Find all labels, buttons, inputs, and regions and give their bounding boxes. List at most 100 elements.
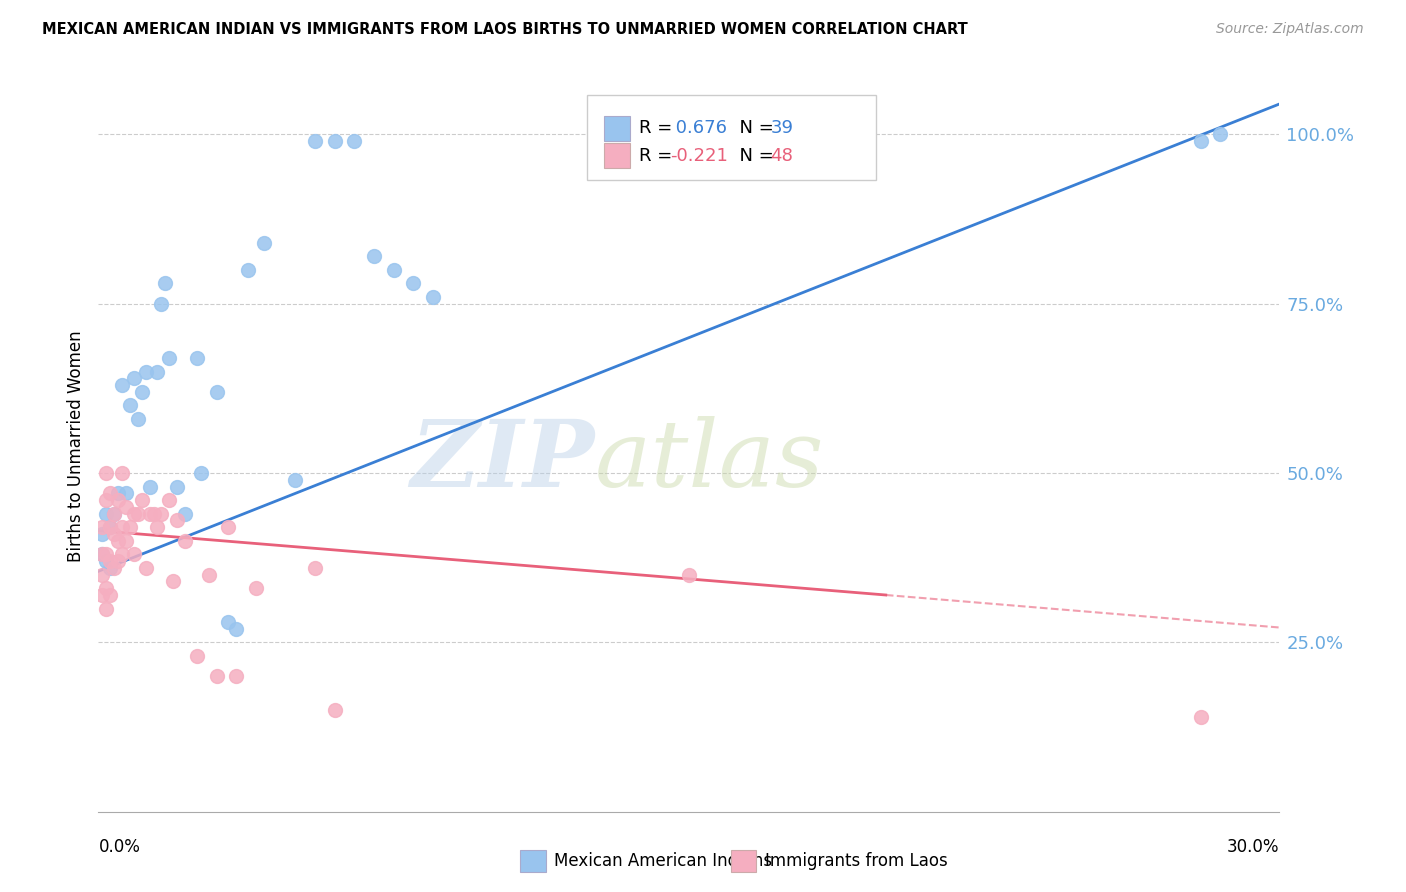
Point: [236, 263, 259, 277]
Point: [127, 507, 149, 521]
Point: [111, 378, 134, 392]
Text: Source: ZipAtlas.com: Source: ZipAtlas.com: [1216, 22, 1364, 37]
Point: [146, 520, 169, 534]
Point: [91, 520, 114, 534]
Point: [138, 480, 160, 494]
Point: [323, 134, 346, 148]
Point: [111, 547, 134, 561]
Point: [131, 493, 153, 508]
Point: [98, 588, 121, 602]
Point: [91, 527, 114, 541]
Point: [96, 601, 118, 615]
Point: [103, 527, 125, 541]
Point: [1189, 134, 1212, 148]
Point: [225, 669, 247, 683]
Point: [118, 398, 141, 412]
Text: 39: 39: [770, 120, 793, 137]
Point: [127, 412, 149, 426]
Point: [304, 134, 326, 148]
Point: [162, 574, 184, 589]
Point: [115, 533, 138, 548]
Point: [107, 554, 129, 568]
Point: [197, 567, 219, 582]
Point: [174, 533, 197, 548]
Point: [205, 384, 228, 399]
Point: [217, 520, 239, 534]
Point: [155, 277, 177, 291]
Point: [96, 554, 118, 568]
Point: [225, 622, 247, 636]
Point: [323, 703, 346, 717]
Point: [115, 486, 138, 500]
Point: [107, 533, 129, 548]
Point: [186, 648, 208, 663]
Point: [166, 514, 188, 528]
Point: [304, 561, 326, 575]
Point: [103, 507, 125, 521]
Point: [98, 520, 121, 534]
Point: [91, 588, 114, 602]
Text: MEXICAN AMERICAN INDIAN VS IMMIGRANTS FROM LAOS BIRTHS TO UNMARRIED WOMEN CORREL: MEXICAN AMERICAN INDIAN VS IMMIGRANTS FR…: [42, 22, 967, 37]
Point: [1189, 710, 1212, 724]
Point: [122, 371, 145, 385]
Point: [402, 277, 425, 291]
Text: atlas: atlas: [595, 416, 824, 506]
Point: [118, 520, 141, 534]
Text: 48: 48: [770, 147, 793, 165]
Point: [103, 507, 125, 521]
Point: [166, 480, 188, 494]
Point: [157, 493, 180, 508]
Point: [146, 364, 169, 378]
Point: [174, 507, 197, 521]
Text: Immigrants from Laos: Immigrants from Laos: [765, 852, 948, 870]
Point: [190, 466, 212, 480]
Point: [111, 466, 134, 480]
Point: [138, 507, 160, 521]
Point: [205, 669, 228, 683]
Text: ZIP: ZIP: [411, 416, 595, 506]
Point: [142, 507, 165, 521]
Point: [382, 263, 405, 277]
Point: [96, 581, 118, 595]
Point: [111, 520, 134, 534]
Point: [96, 493, 118, 508]
Text: 0.676: 0.676: [671, 120, 727, 137]
Point: [107, 493, 129, 508]
Point: [1209, 128, 1232, 142]
Point: [96, 507, 118, 521]
Point: [131, 384, 153, 399]
Point: [115, 500, 138, 514]
Text: -0.221: -0.221: [671, 147, 728, 165]
Point: [98, 561, 121, 575]
Point: [150, 297, 173, 311]
Point: [150, 507, 173, 521]
Point: [122, 507, 145, 521]
Text: 0.0%: 0.0%: [98, 838, 141, 856]
Point: [186, 351, 208, 365]
Point: [678, 567, 700, 582]
Point: [96, 466, 118, 480]
Point: [91, 547, 114, 561]
Point: [422, 290, 444, 304]
Point: [98, 520, 121, 534]
Point: [96, 547, 118, 561]
Point: [253, 235, 276, 250]
Point: [245, 581, 267, 595]
Text: N =: N =: [728, 147, 779, 165]
Point: [91, 547, 114, 561]
Text: R =: R =: [640, 147, 679, 165]
Point: [91, 567, 114, 582]
Point: [284, 473, 307, 487]
Point: [98, 486, 121, 500]
Text: R =: R =: [640, 120, 679, 137]
Y-axis label: Births to Unmarried Women: Births to Unmarried Women: [66, 330, 84, 562]
Point: [343, 134, 366, 148]
Point: [363, 249, 385, 263]
Point: [98, 554, 121, 568]
Text: Mexican American Indians: Mexican American Indians: [554, 852, 772, 870]
Point: [135, 364, 157, 378]
Point: [157, 351, 180, 365]
Text: 30.0%: 30.0%: [1227, 838, 1279, 856]
Point: [107, 486, 129, 500]
Point: [103, 561, 125, 575]
